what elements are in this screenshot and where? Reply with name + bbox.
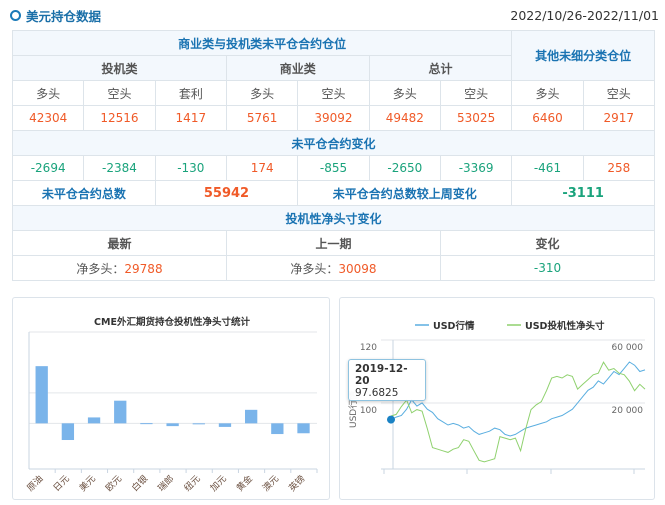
bar (35, 366, 48, 424)
series-line (390, 361, 646, 437)
total-label: 未平仓合约总数 (12, 180, 156, 206)
column-header: 空头 (582, 80, 656, 106)
net-col: 最新 (12, 230, 227, 256)
group-header-other: 其他未细分类仓位 (511, 30, 655, 81)
total-change-label: 未平仓合约总数较上周变化 (297, 180, 513, 206)
tooltip: 2019-12-20 97.6825 (348, 359, 426, 401)
bar (61, 423, 75, 441)
bar (271, 423, 284, 435)
x-tick-label: 美元 (77, 473, 98, 494)
y-tick-label: 120 (360, 343, 377, 353)
x-tick-label: 加元 (208, 473, 229, 494)
column-header: 空头 (297, 80, 370, 106)
change-value: -310 (439, 255, 656, 281)
legend-label: USD投机性净头寸 (525, 320, 605, 332)
x-tick-label: 白银 (129, 473, 150, 494)
x-tick-label: 原油 (24, 473, 45, 494)
x-tick-label: 日元 (51, 473, 72, 494)
bar (87, 417, 101, 424)
change-value: -855 (297, 155, 370, 181)
sub-header: 总计 (368, 55, 513, 81)
legend-label: USD行情 (433, 320, 475, 332)
section-title: 美元持仓数据 (26, 9, 102, 24)
total-value: 55942 (154, 180, 299, 206)
position-value: 5761 (225, 105, 299, 131)
net-prefix: 净多头： (76, 261, 125, 276)
change-value: -2384 (83, 155, 156, 181)
net-col: 变化 (439, 230, 656, 256)
y2-tick-label: 20 000 (612, 406, 644, 416)
position-value: 12516 (83, 105, 156, 131)
position-value: 39092 (297, 105, 370, 131)
bar (192, 423, 205, 425)
change-value: -2650 (368, 155, 441, 181)
position-value: 53025 (439, 105, 513, 131)
column-header: 多头 (225, 80, 299, 106)
total-change-value: -3111 (511, 180, 655, 206)
change-value: -130 (154, 155, 227, 181)
column-header: 空头 (439, 80, 513, 106)
sub-header: 商业类 (225, 55, 370, 81)
position-value: 49482 (368, 105, 441, 131)
net-col: 上一期 (225, 230, 441, 256)
series-line (390, 361, 646, 463)
y-tick-label: 100 (360, 406, 377, 416)
position-value: 1417 (154, 105, 227, 131)
bar (245, 409, 258, 424)
bar (114, 400, 127, 424)
change-title: 未平仓合约变化 (12, 130, 655, 156)
sub-header: 投机类 (12, 55, 227, 81)
column-header: 套利 (154, 80, 227, 106)
net-prefix: 净多头： (290, 261, 339, 276)
position-value: 6460 (511, 105, 584, 131)
column-header: 多头 (511, 80, 584, 106)
x-tick-label: 瑞郎 (155, 473, 176, 494)
change-value: -461 (511, 155, 584, 181)
latest-value: 29788 (124, 261, 163, 276)
net-title: 投机性净头寸变化 (12, 205, 655, 231)
chart-title: CME外汇期货持仓投机性净头寸统计 (94, 316, 250, 328)
tooltip-value: 97.6825 (355, 387, 399, 399)
change-value: -2694 (11, 155, 85, 181)
bar-chart-panel: CME外汇期货持仓投机性净头寸统计原油 日元 美元 欧元 白银 瑞郎 纽元 加元 黄金 澳元 英镑 (12, 297, 330, 500)
tooltip-date: 2019-12-20 (355, 363, 408, 387)
change-value: 174 (225, 155, 299, 181)
column-header: 空头 (83, 80, 156, 106)
x-tick-label: 英镑 (286, 473, 307, 494)
section-header: 美元持仓数据 (10, 6, 101, 25)
group-header: 商业类与投机类未平仓合约仓位 (11, 30, 513, 56)
position-value: 42304 (11, 105, 85, 131)
circle-icon (10, 10, 21, 21)
bar (297, 423, 310, 434)
x-tick-label: 澳元 (260, 473, 281, 494)
y2-tick-label: 60 000 (612, 343, 644, 353)
latest-cell: 净多头：29788 (12, 255, 227, 281)
x-tick-label: 纽元 (181, 473, 202, 494)
previous-value: 30098 (338, 261, 377, 276)
change-value: 258 (582, 155, 656, 181)
x-tick-label: 欧元 (103, 473, 124, 494)
column-header: 多头 (368, 80, 441, 106)
bar (166, 423, 179, 427)
change-value: -3369 (439, 155, 513, 181)
position-value: 2917 (582, 105, 656, 131)
date-range: 2022/10/26-2022/11/01 (510, 8, 659, 23)
bar (218, 423, 232, 427)
x-tick-label: 黄金 (234, 473, 255, 494)
positions-table: 商业类与投机类未平仓合约仓位 其他未细分类仓位 投机类 商业类 总计 多头 空头套… (11, 30, 656, 281)
previous-cell: 净多头：30098 (225, 255, 441, 281)
hover-point (387, 415, 395, 424)
bar (140, 423, 153, 425)
column-header: 多头 (11, 80, 85, 106)
